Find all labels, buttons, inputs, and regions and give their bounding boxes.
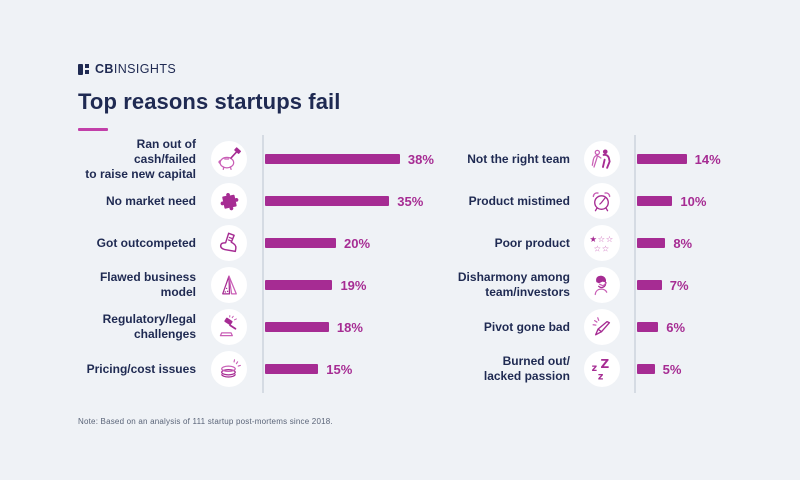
- axis-line: [633, 135, 636, 393]
- cbinsights-logo: CBINSIGHTS: [78, 62, 800, 76]
- reason-label: Ran out of cash/failed to raise new capi…: [85, 136, 196, 181]
- reason-label: Regulatory/legal challenges: [102, 312, 196, 341]
- rows-left: Ran out of cash/failed to raise new capi…: [78, 136, 434, 390]
- bar: [265, 364, 319, 374]
- reason-label: Pivot gone bad: [483, 319, 570, 334]
- rows-right: Not the right team 14% Product mistimed …: [444, 138, 721, 390]
- coin-stack-icon: [220, 358, 241, 378]
- icon-circle: [211, 225, 247, 261]
- reason-row: Poor product ★ ☆ ☆ ☆ ☆ 8%: [444, 222, 721, 264]
- title-underline: [78, 128, 108, 131]
- bar-value: 18%: [336, 319, 363, 335]
- svg-text:z: z: [598, 371, 603, 382]
- reason-label: Disharmony among team/investors: [457, 270, 570, 299]
- chart-column-right: Not the right team 14% Product mistimed …: [444, 135, 721, 393]
- reason-label: Burned out/ lacked passion: [483, 354, 570, 383]
- reason-row: Pivot gone bad 6%: [444, 306, 721, 348]
- bar: [636, 154, 687, 164]
- bar: [265, 280, 333, 290]
- icon-circle: [211, 183, 247, 219]
- reason-label: Product mistimed: [468, 193, 570, 208]
- reason-row: Not the right team 14%: [444, 138, 721, 180]
- bar-value: 5%: [662, 361, 682, 377]
- bar: [636, 280, 662, 290]
- puzzle-piece-icon: [220, 192, 238, 210]
- bar-value: 6%: [666, 319, 686, 335]
- reason-label: No market need: [105, 193, 196, 208]
- reason-row: Got outcompeted 20%: [78, 222, 434, 264]
- bar-value: 20%: [344, 235, 371, 251]
- icon-circle: [211, 351, 247, 387]
- piggy-bank-hammer-icon: [217, 146, 241, 170]
- reason-row: Product mistimed 10%: [444, 180, 721, 222]
- svg-text:★: ★: [590, 233, 597, 243]
- bar: [265, 196, 390, 206]
- bar-value: 14%: [694, 151, 721, 167]
- icon-circle: [583, 309, 620, 345]
- reason-label: Not the right team: [467, 151, 570, 166]
- reason-row: Pricing/cost issues 15%: [78, 348, 434, 390]
- cbinsights-logo-icon: [78, 63, 89, 75]
- icon-circle: [211, 309, 247, 345]
- bar-value: 19%: [340, 277, 367, 293]
- star-rating-icon: ★ ☆ ☆☆ ☆: [590, 233, 614, 253]
- bar-value: 35%: [397, 193, 424, 209]
- svg-text:☆: ☆: [606, 233, 613, 243]
- bar: [265, 154, 400, 164]
- reason-row: No market need 35%: [78, 180, 434, 222]
- reason-row: Regulatory/legal challenges 18%: [78, 306, 434, 348]
- content: CBINSIGHTS Top reasons startups fail Ran…: [78, 62, 800, 426]
- bar-value: 7%: [669, 277, 689, 293]
- facepalm-icon: [595, 275, 608, 295]
- team-people-icon: [592, 149, 612, 169]
- bar-value: 10%: [680, 193, 707, 209]
- reason-row: Flawed business model 19%: [78, 264, 434, 306]
- bar-value: 8%: [673, 235, 693, 251]
- reason-label: Pricing/cost issues: [86, 361, 196, 376]
- icon-circle: ★ ☆ ☆ ☆ ☆: [583, 225, 620, 261]
- reason-row: Disharmony among team/investors 7%: [444, 264, 721, 306]
- icon-circle: [211, 141, 247, 177]
- reason-label: Flawed business model: [99, 270, 196, 299]
- svg-text:☆: ☆: [594, 243, 601, 253]
- svg-text:z: z: [592, 363, 597, 374]
- chart-column-left: Ran out of cash/failed to raise new capi…: [78, 135, 434, 393]
- svg-text:Z: Z: [601, 357, 610, 371]
- source-note: Note: Based on an analysis of 111 startu…: [78, 417, 333, 426]
- bar: [636, 322, 659, 332]
- gavel-icon: [219, 314, 237, 336]
- icon-circle: [583, 183, 620, 219]
- bar: [265, 322, 329, 332]
- folded-card-icon: [221, 275, 237, 294]
- reason-label: Poor product: [494, 235, 570, 250]
- bar: [636, 238, 666, 248]
- bar: [265, 238, 336, 248]
- bar-charts: Ran out of cash/failed to raise new capi…: [78, 135, 800, 393]
- bar: [636, 364, 655, 374]
- svg-text:☆: ☆: [602, 243, 609, 253]
- reason-row: Ran out of cash/failed to raise new capi…: [78, 136, 434, 181]
- reason-label: Got outcompeted: [96, 235, 196, 250]
- page-title: Top reasons startups fail: [78, 89, 341, 114]
- logo-text: CBINSIGHTS: [95, 62, 177, 76]
- bar-value: 38%: [407, 151, 434, 167]
- crashed-dart-icon: [592, 316, 611, 335]
- zzz-sleep-icon: z Zz: [592, 357, 610, 382]
- icon-circle: [583, 141, 620, 177]
- axis-line: [262, 135, 264, 393]
- kicking-boot-icon: [219, 232, 237, 252]
- icon-circle: [211, 267, 247, 303]
- svg-text:☆: ☆: [598, 233, 605, 243]
- bar: [636, 196, 673, 206]
- alarm-clock-icon: [593, 191, 611, 211]
- bar-value: 15%: [326, 361, 353, 377]
- icon-circle: [583, 267, 620, 303]
